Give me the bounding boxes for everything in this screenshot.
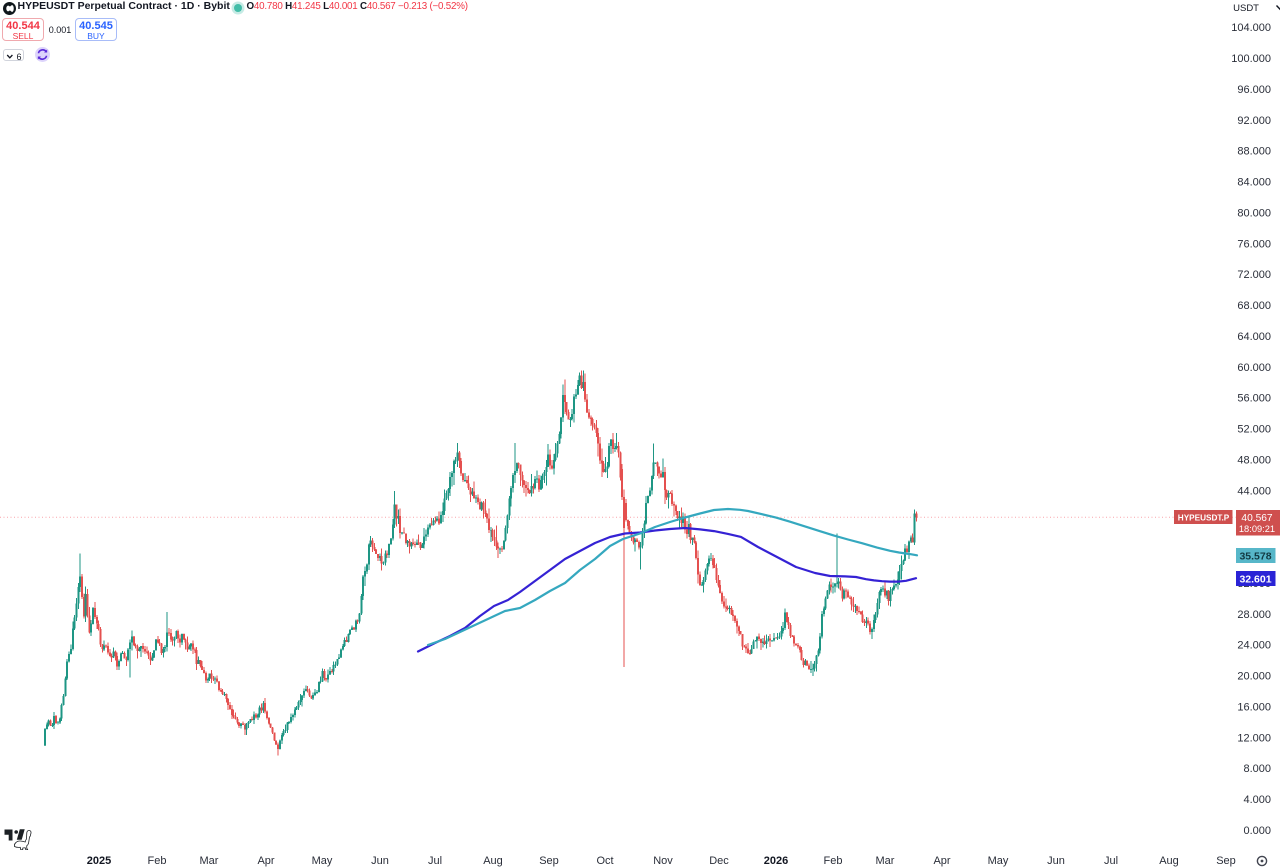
svg-text:35.578: 35.578 <box>1239 551 1271 563</box>
svg-text:Jul: Jul <box>1104 855 1118 867</box>
svg-text:Mar: Mar <box>876 855 895 867</box>
svg-text:40.567: 40.567 <box>1241 513 1272 524</box>
svg-text:104.000: 104.000 <box>1231 22 1271 34</box>
svg-text:16.000: 16.000 <box>1237 702 1271 714</box>
svg-text:88.000: 88.000 <box>1237 146 1271 158</box>
svg-text:2026: 2026 <box>764 855 788 867</box>
svg-text:52.000: 52.000 <box>1237 424 1271 436</box>
svg-text:60.000: 60.000 <box>1237 362 1271 374</box>
svg-text:76.000: 76.000 <box>1237 238 1271 250</box>
svg-text:100.000: 100.000 <box>1231 53 1271 65</box>
svg-text:Jun: Jun <box>1047 855 1065 867</box>
svg-text:18:09:21: 18:09:21 <box>1239 524 1275 534</box>
svg-text:32.601: 32.601 <box>1239 574 1271 586</box>
svg-text:56.000: 56.000 <box>1237 393 1271 405</box>
svg-text:64.000: 64.000 <box>1237 331 1271 343</box>
svg-text:0.000: 0.000 <box>1243 825 1271 837</box>
svg-text:2025: 2025 <box>87 855 111 867</box>
svg-text:Sep: Sep <box>1216 855 1236 867</box>
svg-text:Sep: Sep <box>539 855 559 867</box>
svg-text:96.000: 96.000 <box>1237 84 1271 96</box>
svg-text:8.000: 8.000 <box>1243 763 1271 775</box>
svg-text:48.000: 48.000 <box>1237 454 1271 466</box>
svg-text:Jun: Jun <box>371 855 389 867</box>
svg-text:72.000: 72.000 <box>1237 269 1271 281</box>
svg-text:84.000: 84.000 <box>1237 177 1271 189</box>
svg-text:May: May <box>312 855 333 867</box>
svg-text:HYPEUSDT.P: HYPEUSDT.P <box>1178 513 1230 522</box>
svg-text:28.000: 28.000 <box>1237 609 1271 621</box>
svg-text:68.000: 68.000 <box>1237 300 1271 312</box>
svg-text:Apr: Apr <box>257 855 274 867</box>
svg-text:80.000: 80.000 <box>1237 207 1271 219</box>
svg-text:Nov: Nov <box>653 855 673 867</box>
svg-text:Oct: Oct <box>596 855 613 867</box>
svg-text:Feb: Feb <box>824 855 843 867</box>
svg-text:4.000: 4.000 <box>1243 794 1271 806</box>
svg-text:USDT: USDT <box>1233 3 1259 14</box>
svg-text:May: May <box>988 855 1009 867</box>
svg-text:Feb: Feb <box>148 855 167 867</box>
svg-text:44.000: 44.000 <box>1237 485 1271 497</box>
svg-text:92.000: 92.000 <box>1237 115 1271 127</box>
svg-text:Jul: Jul <box>428 855 442 867</box>
svg-text:24.000: 24.000 <box>1237 640 1271 652</box>
svg-text:Apr: Apr <box>933 855 950 867</box>
svg-text:12.000: 12.000 <box>1237 732 1271 744</box>
svg-text:Aug: Aug <box>483 855 503 867</box>
svg-text:Mar: Mar <box>200 855 219 867</box>
svg-text:Dec: Dec <box>709 855 729 867</box>
svg-text:6: 6 <box>16 51 21 61</box>
svg-text:Aug: Aug <box>1159 855 1179 867</box>
svg-text:20.000: 20.000 <box>1237 671 1271 683</box>
